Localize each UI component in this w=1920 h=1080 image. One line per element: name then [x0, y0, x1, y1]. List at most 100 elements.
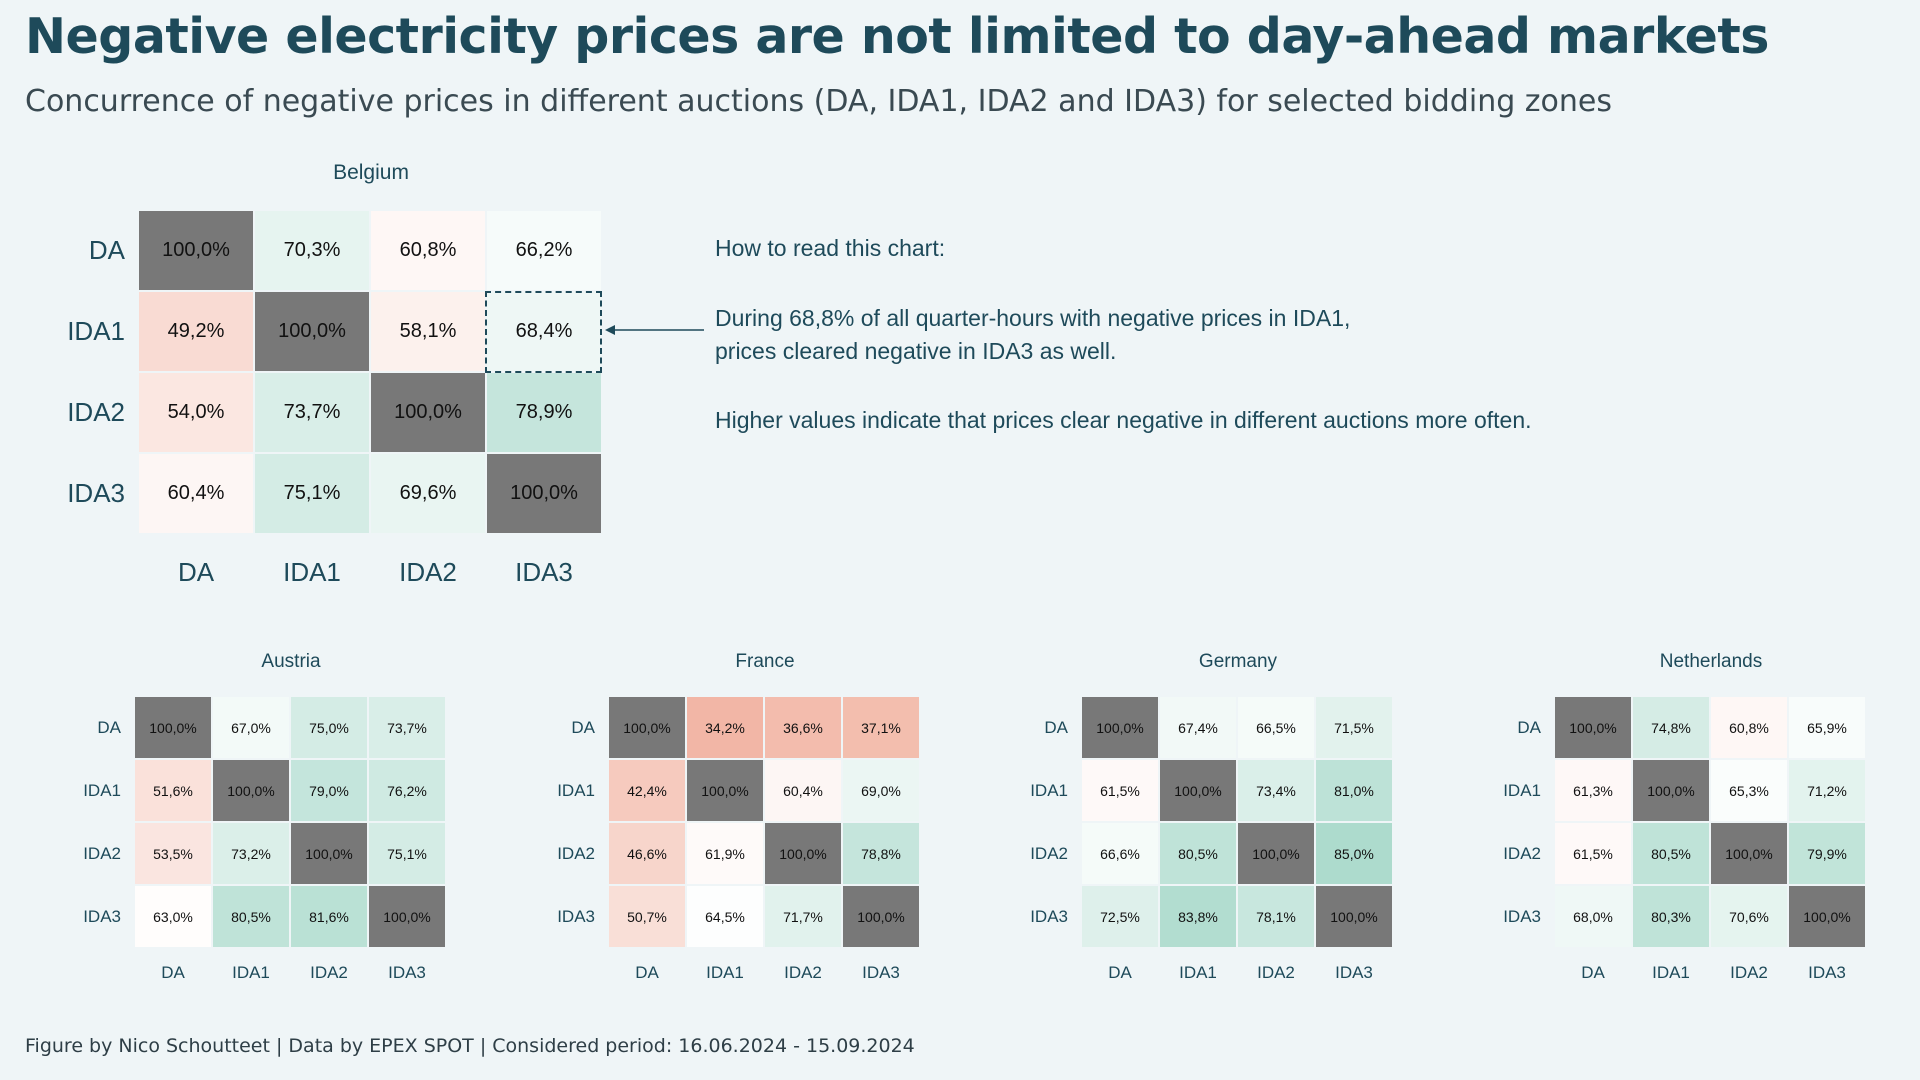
heatmap-cell-belgium-ida1-da: 49,2% [139, 292, 253, 371]
col-label-germany-da: DA [1108, 963, 1132, 982]
heatmap-cell-netherlands-ida3-ida1: 80,3% [1633, 886, 1709, 947]
heatmap-cell-netherlands-ida2-da: 61,5% [1555, 823, 1631, 884]
heatmap-cell-austria-ida1-ida1: 100,0% [213, 760, 289, 821]
col-label-austria-da: DA [161, 963, 185, 982]
annotation-line-2: prices cleared negative in IDA3 as well. [715, 338, 1117, 364]
annotation-heading: How to read this chart: [715, 235, 946, 261]
col-label-netherlands-ida1: IDA1 [1652, 963, 1690, 982]
heatmap-cell-netherlands-da-ida2: 60,8% [1711, 697, 1787, 758]
chart-title-france: France [735, 651, 795, 672]
heatmap-cell-france-ida3-da: 50,7% [609, 886, 685, 947]
heatmap-cell-netherlands-ida3-ida2: 70,6% [1711, 886, 1787, 947]
heatmap-cell-germany-ida1-da: 61,5% [1082, 760, 1158, 821]
heatmap-cell-belgium-ida1-ida2: 58,1% [371, 292, 485, 371]
heatmap-cell-germany-da-ida3: 71,5% [1316, 697, 1392, 758]
heatmap-cell-belgium-ida3-ida1: 75,1% [255, 454, 369, 533]
heatmap-cell-france-ida2-ida2: 100,0% [765, 823, 841, 884]
heatmap-cell-netherlands-da-ida1: 74,8% [1633, 697, 1709, 758]
row-label-netherlands-ida2: IDA2 [1503, 843, 1541, 863]
heatmap-cell-france-ida1-ida2: 60,4% [765, 760, 841, 821]
heatmap-cell-germany-ida3-ida3: 100,0% [1316, 886, 1392, 947]
heatmap-cell-netherlands-ida2-ida3: 79,9% [1789, 823, 1865, 884]
heatmap-cell-france-ida1-ida1: 100,0% [687, 760, 763, 821]
heatmap-cell-germany-da-ida2: 66,5% [1238, 697, 1314, 758]
row-label-france-ida3: IDA3 [557, 906, 595, 926]
row-label-netherlands-da: DA [1517, 717, 1541, 737]
row-label-germany-da: DA [1044, 717, 1068, 737]
heatmap-cell-belgium-da-da: 100,0% [139, 211, 253, 290]
heatmap-cell-france-ida2-da: 46,6% [609, 823, 685, 884]
heatmap-cell-germany-ida1-ida3: 81,0% [1316, 760, 1392, 821]
heatmap-cell-belgium-ida1-ida1: 100,0% [255, 292, 369, 371]
col-label-germany-ida2: IDA2 [1257, 963, 1295, 982]
heatmap-cell-austria-ida3-da: 63,0% [135, 886, 211, 947]
row-label-belgium-ida1: IDA1 [67, 316, 125, 346]
heatmap-cell-france-da-ida2: 36,6% [765, 697, 841, 758]
heatmap-cell-france-ida1-ida3: 69,0% [843, 760, 919, 821]
row-label-france-da: DA [571, 717, 595, 737]
col-label-netherlands-ida2: IDA2 [1730, 963, 1768, 982]
heatmap-cell-netherlands-ida3-ida3: 100,0% [1789, 886, 1865, 947]
row-label-netherlands-ida1: IDA1 [1503, 780, 1541, 800]
heatmap-cell-france-ida2-ida1: 61,9% [687, 823, 763, 884]
row-label-germany-ida2: IDA2 [1030, 843, 1068, 863]
col-label-france-da: DA [635, 963, 659, 982]
row-label-netherlands-ida3: IDA3 [1503, 906, 1541, 926]
heatmap-cell-austria-ida1-ida3: 76,2% [369, 760, 445, 821]
heatmap-cell-france-da-ida1: 34,2% [687, 697, 763, 758]
col-label-austria-ida3: IDA3 [388, 963, 426, 982]
heatmap-cell-austria-ida2-ida3: 75,1% [369, 823, 445, 884]
heatmap-cell-germany-ida3-da: 72,5% [1082, 886, 1158, 947]
heatmap-cell-belgium-ida2-ida2: 100,0% [371, 373, 485, 452]
heatmap-cell-france-da-da: 100,0% [609, 697, 685, 758]
heatmap-cell-belgium-ida2-ida3: 78,9% [487, 373, 601, 452]
heatmap-cell-netherlands-da-da: 100,0% [1555, 697, 1631, 758]
heatmap-cell-france-ida2-ida3: 78,8% [843, 823, 919, 884]
row-label-france-ida2: IDA2 [557, 843, 595, 863]
heatmap-cell-france-ida3-ida2: 71,7% [765, 886, 841, 947]
heatmap-cell-netherlands-ida2-ida2: 100,0% [1711, 823, 1787, 884]
heatmap-cell-germany-da-da: 100,0% [1082, 697, 1158, 758]
heatmap-cell-austria-ida2-ida1: 73,2% [213, 823, 289, 884]
col-label-netherlands-da: DA [1581, 963, 1605, 982]
col-label-austria-ida2: IDA2 [310, 963, 348, 982]
row-label-belgium-ida3: IDA3 [67, 478, 125, 508]
chart-title-austria: Austria [261, 651, 321, 672]
heatmap-cell-austria-ida3-ida2: 81,6% [291, 886, 367, 947]
heatmap-cell-germany-ida3-ida1: 83,8% [1160, 886, 1236, 947]
heatmap-cell-france-ida3-ida1: 64,5% [687, 886, 763, 947]
row-label-belgium-da: DA [88, 235, 125, 265]
heatmap-cell-netherlands-ida2-ida1: 80,5% [1633, 823, 1709, 884]
row-label-france-ida1: IDA1 [557, 780, 595, 800]
heatmap-cell-netherlands-ida1-ida3: 71,2% [1789, 760, 1865, 821]
heatmap-cell-netherlands-ida3-da: 68,0% [1555, 886, 1631, 947]
heatmap-cell-germany-ida3-ida2: 78,1% [1238, 886, 1314, 947]
heatmap-cell-germany-da-ida1: 67,4% [1160, 697, 1236, 758]
heatmap-cell-germany-ida2-ida1: 80,5% [1160, 823, 1236, 884]
heatmap-cell-austria-da-ida2: 75,0% [291, 697, 367, 758]
row-label-austria-ida1: IDA1 [83, 780, 121, 800]
heatmap-cell-austria-da-ida3: 73,7% [369, 697, 445, 758]
heatmap-cell-belgium-ida1-ida3: 68,4% [487, 292, 601, 371]
col-label-france-ida2: IDA2 [784, 963, 822, 982]
heatmap-cell-netherlands-ida1-ida2: 65,3% [1711, 760, 1787, 821]
col-label-france-ida3: IDA3 [862, 963, 900, 982]
page-subtitle: Concurrence of negative prices in differ… [25, 84, 1612, 119]
heatmap-cell-germany-ida2-ida2: 100,0% [1238, 823, 1314, 884]
annotation-arrow [605, 325, 704, 335]
heatmap-cell-netherlands-ida1-da: 61,3% [1555, 760, 1631, 821]
heatmap-cell-belgium-ida2-da: 54,0% [139, 373, 253, 452]
col-label-belgium-ida3: IDA3 [515, 556, 573, 587]
heatmap-cell-germany-ida1-ida1: 100,0% [1160, 760, 1236, 821]
heatmap-cell-austria-ida3-ida3: 100,0% [369, 886, 445, 947]
heatmap-cell-austria-da-ida1: 67,0% [213, 697, 289, 758]
col-label-belgium-ida2: IDA2 [399, 556, 457, 587]
row-label-austria-da: DA [97, 717, 121, 737]
row-label-austria-ida2: IDA2 [83, 843, 121, 863]
heatmap-cell-austria-ida2-ida2: 100,0% [291, 823, 367, 884]
chart-title-germany: Germany [1198, 651, 1278, 672]
col-label-germany-ida1: IDA1 [1179, 963, 1217, 982]
heatmap-cell-austria-ida1-da: 51,6% [135, 760, 211, 821]
heatmap-cell-belgium-da-ida1: 70,3% [255, 211, 369, 290]
row-label-belgium-ida2: IDA2 [67, 397, 125, 427]
